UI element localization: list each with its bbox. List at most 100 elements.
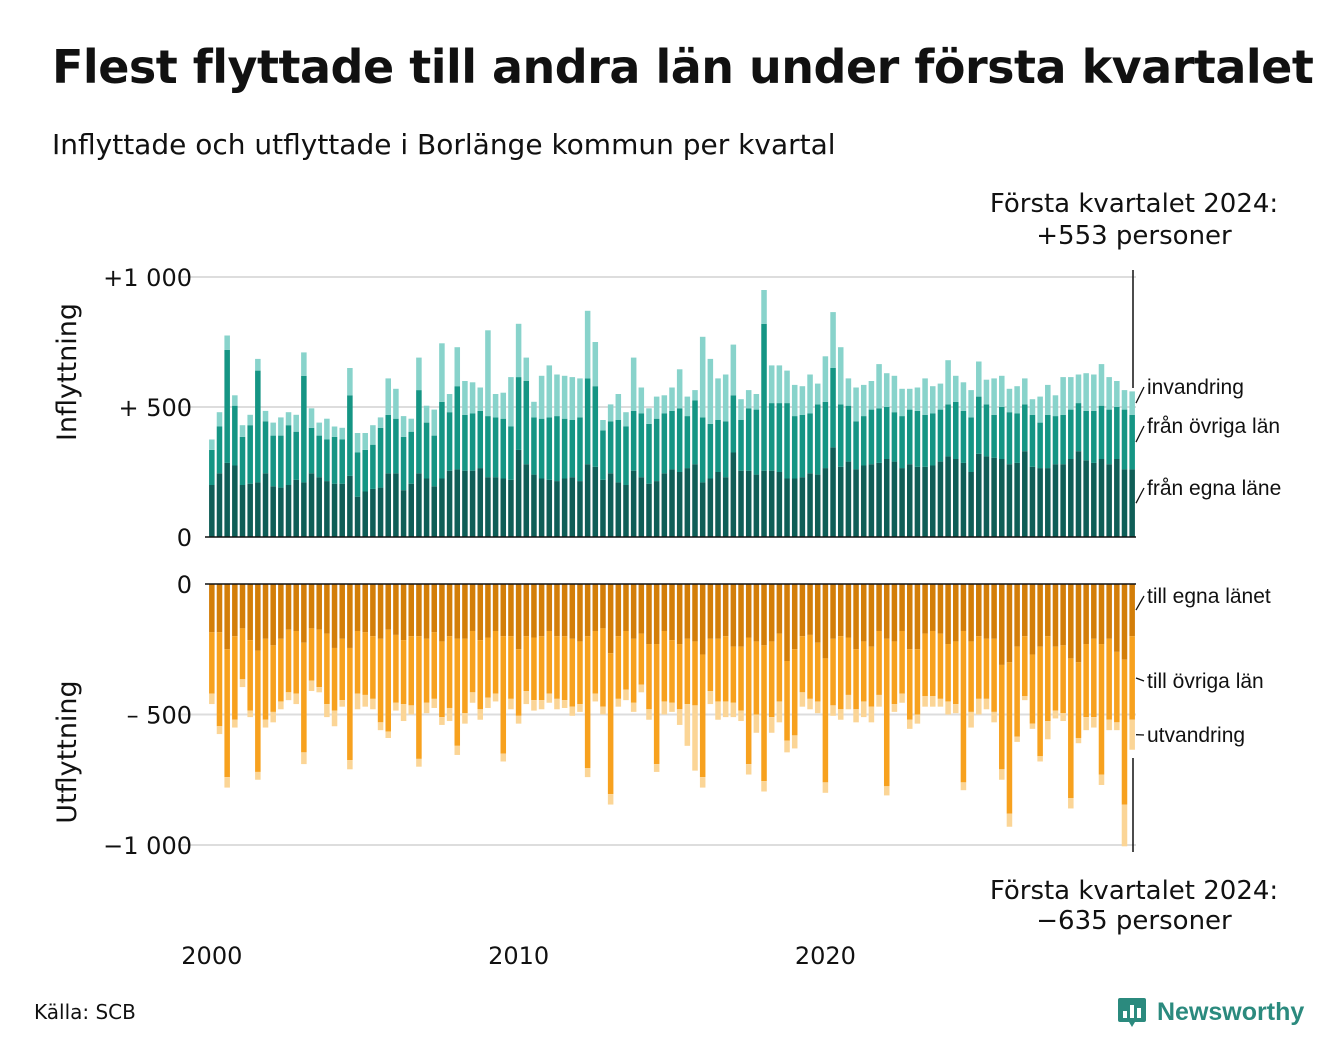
bar	[515, 449, 522, 537]
bar	[600, 420, 606, 431]
series-label-leader	[1135, 595, 1145, 611]
bar	[308, 408, 315, 428]
bar	[1068, 584, 1074, 659]
bar	[293, 693, 299, 705]
bar	[347, 584, 353, 648]
bar	[745, 390, 752, 409]
bar	[454, 745, 461, 755]
bar	[1121, 409, 1128, 470]
bar	[1083, 460, 1089, 537]
bar	[1006, 662, 1013, 814]
bar	[753, 641, 760, 715]
bar	[1029, 414, 1036, 467]
bar	[807, 473, 813, 537]
bar	[1129, 584, 1135, 637]
bar	[439, 584, 445, 642]
bar	[1106, 409, 1112, 465]
bar	[1098, 364, 1105, 406]
bar	[431, 435, 438, 487]
bar	[1083, 717, 1089, 731]
bar	[293, 584, 299, 631]
y-tick-label: 0	[177, 571, 192, 599]
x-tick-labels: 2000 2010 2020	[181, 942, 856, 970]
bar	[431, 584, 438, 633]
bar	[262, 719, 269, 728]
bar	[922, 414, 928, 467]
bar	[538, 418, 545, 479]
bar	[1022, 451, 1028, 537]
bar	[983, 404, 990, 457]
bar	[354, 496, 361, 537]
bar	[239, 485, 246, 537]
bar	[999, 407, 1005, 459]
bar	[439, 478, 445, 537]
bar	[676, 709, 683, 725]
annotation-in-line1: Första kvartalet 2024:	[990, 189, 1278, 219]
bar	[1037, 396, 1043, 423]
bar	[930, 696, 936, 707]
bar	[308, 473, 315, 537]
bar	[331, 436, 338, 484]
bar	[953, 704, 959, 714]
bar	[707, 638, 714, 692]
bar	[914, 410, 921, 467]
bar	[1068, 658, 1074, 799]
bar	[477, 640, 484, 710]
bar	[232, 719, 238, 728]
bar	[546, 365, 553, 418]
bar	[799, 386, 806, 415]
bar	[362, 491, 368, 537]
bar	[500, 418, 507, 479]
bar	[301, 482, 307, 537]
bar	[370, 636, 376, 699]
bar	[1129, 414, 1135, 470]
bar	[937, 383, 944, 410]
bar	[523, 691, 530, 705]
bar	[423, 638, 430, 703]
bar	[1091, 410, 1097, 463]
bar	[999, 375, 1005, 407]
bar	[960, 382, 967, 411]
bar	[584, 310, 591, 379]
bar	[1083, 584, 1089, 645]
bar	[416, 636, 422, 759]
bar	[745, 584, 752, 638]
bar	[462, 414, 468, 471]
bar	[1045, 721, 1051, 740]
bar	[615, 394, 622, 420]
bar	[331, 710, 338, 727]
bar	[508, 479, 514, 537]
bar	[423, 405, 430, 423]
bar	[1068, 798, 1074, 809]
bar	[554, 481, 560, 537]
bar	[883, 407, 890, 459]
bar	[991, 638, 997, 712]
bar	[830, 638, 836, 706]
bar	[224, 349, 230, 463]
bar	[377, 584, 384, 639]
bar	[209, 485, 215, 537]
bar	[423, 584, 430, 639]
bar	[953, 584, 959, 642]
series-label: från egna läne	[1147, 477, 1281, 500]
bar	[285, 485, 292, 537]
bar	[899, 468, 905, 537]
bar	[538, 584, 545, 637]
bar	[600, 706, 606, 715]
bar	[592, 584, 599, 631]
bar	[324, 633, 330, 705]
bar	[753, 409, 760, 475]
bar	[853, 649, 859, 710]
bar	[485, 697, 491, 708]
bar	[370, 425, 376, 445]
bar	[653, 644, 660, 765]
bar	[768, 641, 775, 718]
bar	[753, 714, 760, 733]
bar	[991, 457, 997, 537]
bar	[1114, 459, 1120, 537]
bar	[285, 692, 292, 701]
bar	[953, 375, 959, 402]
bar	[1098, 405, 1105, 459]
bar	[699, 336, 706, 418]
bar	[891, 375, 898, 413]
